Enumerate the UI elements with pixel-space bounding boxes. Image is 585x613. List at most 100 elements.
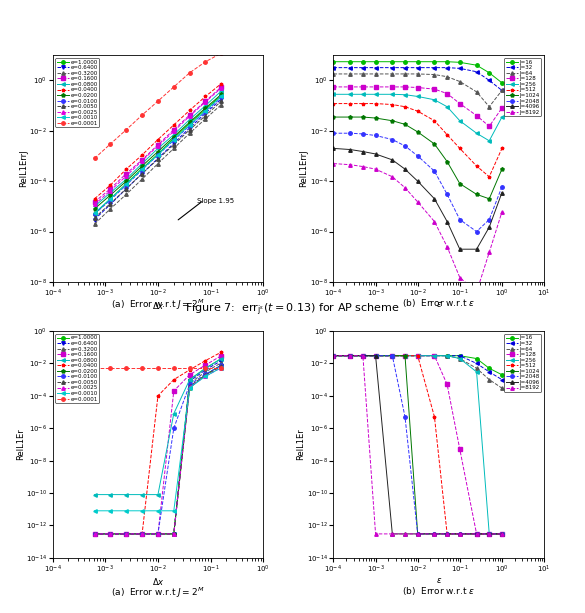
J=16 [456, 352, 463, 359]
Legend: e=1.0000, e=0.6400, e=0.3200, e=0.1600, e=0.0800, e=0.0400, e=0.0200, e=0.0100, : e=1.0000, e=0.6400, e=0.3200, e=0.1600, … [56, 58, 99, 128]
e=0.0025 [202, 373, 209, 380]
J=256 [431, 96, 438, 104]
J=32 [456, 64, 463, 72]
J=128 [473, 530, 480, 538]
J=256 [431, 352, 438, 359]
J=256 [456, 355, 463, 362]
J=4096 [431, 530, 438, 538]
J=2048 [431, 530, 438, 538]
J=16 [443, 58, 450, 66]
Line: J=64: J=64 [332, 72, 504, 109]
J=256 [347, 352, 354, 359]
e=0.0050 [218, 97, 225, 105]
J=256 [330, 352, 337, 359]
J=32 [443, 352, 450, 359]
J=4096 [330, 352, 337, 359]
J=128 [443, 381, 450, 388]
e=0.0050 [123, 185, 130, 192]
J=128 [473, 112, 480, 120]
e=0.0025 [170, 128, 177, 135]
J=1024 [456, 530, 463, 538]
e=0.0001 [186, 69, 193, 77]
e=0.0100 [202, 370, 209, 378]
J=512 [414, 107, 421, 115]
J=256 [389, 91, 396, 98]
J=2048 [389, 136, 396, 143]
J=2048 [473, 530, 480, 538]
e=0.0800 [202, 102, 209, 109]
J=2048 [389, 352, 396, 359]
J=8192 [498, 530, 505, 538]
J=512 [473, 530, 480, 538]
J=16 [443, 352, 450, 359]
J=256 [443, 352, 450, 359]
e=0.0200 [123, 530, 130, 538]
e=0.0050 [107, 200, 114, 207]
J=4096 [372, 150, 379, 158]
J=2048 [414, 152, 421, 159]
e=0.0010 [202, 373, 209, 380]
e=0.0100 [218, 94, 225, 101]
e=0.0200 [154, 530, 161, 538]
J=64 [473, 365, 480, 372]
e=0.0010 [202, 107, 209, 115]
J=512 [443, 530, 450, 538]
J=256 [498, 530, 505, 538]
J=512 [431, 413, 438, 421]
J=8192 [401, 530, 408, 538]
Line: e=0.6400: e=0.6400 [93, 359, 223, 536]
e=0.0800 [170, 131, 177, 139]
e=0.1600 [123, 170, 130, 177]
J=8192 [456, 274, 463, 281]
e=0.0025 [91, 530, 98, 538]
J=64 [347, 352, 354, 359]
e=0.0200 [202, 104, 209, 112]
Line: e=0.3200: e=0.3200 [93, 103, 223, 226]
e=1.0000 [202, 365, 209, 372]
J=4096 [372, 352, 379, 359]
e=0.0050 [202, 371, 209, 379]
J=4096 [330, 145, 337, 152]
e=0.0400 [123, 530, 130, 538]
J=16 [347, 352, 354, 359]
J=512 [456, 530, 463, 538]
Line: J=128: J=128 [332, 85, 504, 128]
e=0.0100 [170, 425, 177, 432]
Line: e=1.0000: e=1.0000 [93, 94, 223, 216]
e=0.6400 [91, 530, 98, 538]
e=0.0001 [154, 365, 161, 372]
e=0.6400 [218, 357, 225, 364]
J=64 [498, 384, 505, 392]
Line: e=0.0800: e=0.0800 [93, 89, 223, 208]
Line: e=0.0001: e=0.0001 [93, 367, 223, 370]
e=0.0010 [186, 384, 193, 391]
e=0.0400 [218, 80, 225, 87]
e=0.0400 [202, 357, 209, 364]
e=0.0025 [139, 157, 146, 164]
J=4096 [486, 224, 493, 231]
J=1024 [456, 180, 463, 188]
e=0.0010 [218, 93, 225, 100]
e=0.3200 [186, 129, 193, 137]
J=128 [372, 352, 379, 359]
J=4096 [359, 352, 366, 359]
J=32 [414, 352, 421, 359]
e=0.0200 [91, 205, 98, 213]
e=1.0000 [202, 106, 209, 113]
e=0.1600 [218, 352, 225, 359]
Line: e=0.0050: e=0.0050 [93, 99, 223, 219]
J=128 [443, 90, 450, 97]
e=0.0025 [202, 98, 209, 105]
J=32 [401, 352, 408, 359]
J=8192 [389, 173, 396, 180]
Text: (b)  Error w.r.t $\varepsilon$: (b) Error w.r.t $\varepsilon$ [402, 585, 476, 598]
J=64 [431, 71, 438, 78]
e=0.0010 [139, 166, 146, 173]
e=0.0100 [139, 166, 146, 173]
e=0.0010 [139, 507, 146, 514]
J=16 [389, 58, 396, 66]
e=0.0025 [123, 530, 130, 538]
e=0.1600 [107, 530, 114, 538]
J=64 [372, 70, 379, 78]
e=0.0025 [218, 364, 225, 371]
